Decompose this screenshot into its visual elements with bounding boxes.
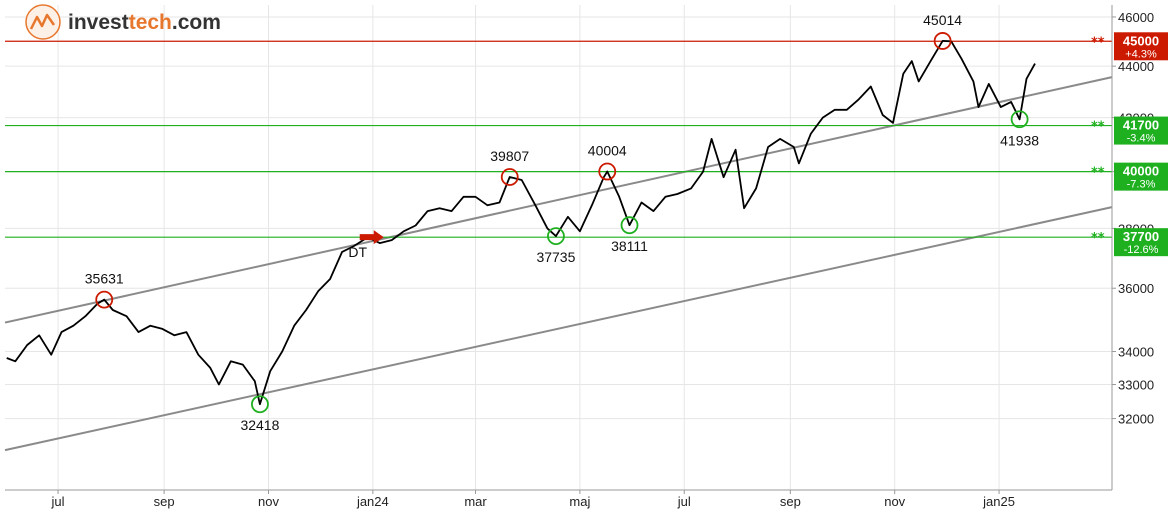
y-tick-label: 46000 bbox=[1118, 10, 1154, 25]
x-axis: jul sep nov jan24 mar maj jul sep nov jan25 bbox=[5, 489, 1112, 509]
extreme-label: 39807 bbox=[490, 148, 529, 164]
y-tick-label: 32000 bbox=[1118, 412, 1154, 427]
logo-text-tech: tech bbox=[129, 11, 172, 34]
x-tick-label: jan24 bbox=[356, 494, 389, 509]
level-lines bbox=[5, 40, 1112, 238]
extreme-label: 41938 bbox=[1000, 132, 1039, 148]
level-badge bbox=[1114, 162, 1168, 191]
top-marker bbox=[500, 168, 519, 186]
extreme-label: 40004 bbox=[588, 143, 627, 159]
level-badge bbox=[1114, 228, 1168, 257]
level-value: 41700 bbox=[1123, 118, 1159, 133]
level-star-marker: ** bbox=[1091, 166, 1105, 181]
logo-text-invest: invest bbox=[68, 11, 129, 34]
logo-chart-icon bbox=[25, 4, 61, 40]
top-marker bbox=[598, 162, 617, 181]
top-marker bbox=[933, 32, 952, 50]
level-star-marker: ** bbox=[1091, 120, 1105, 135]
x-tick-label: nov bbox=[884, 494, 905, 509]
x-tick-label: nov bbox=[258, 494, 279, 509]
extreme-label: 37735 bbox=[536, 249, 575, 265]
logo[interactable]: investtech.com bbox=[25, 4, 221, 40]
x-tick-label: sep bbox=[780, 494, 801, 509]
channel-line bbox=[4, 206, 1113, 452]
extreme-annotations: 35631 32418 39807 37735 40004 38111 45014 41938 bbox=[85, 12, 1040, 433]
x-tick-label: sep bbox=[154, 494, 175, 509]
level-percent: +4.3% bbox=[1125, 48, 1157, 60]
extreme-label: 35631 bbox=[85, 271, 124, 287]
x-tick-label: jul bbox=[677, 494, 691, 509]
x-tick-label: mar bbox=[464, 494, 487, 509]
extreme-label: 45014 bbox=[923, 12, 962, 28]
level-percent: -3.4% bbox=[1127, 133, 1156, 145]
level-value: 40000 bbox=[1123, 164, 1159, 179]
price-line bbox=[6, 40, 1036, 406]
channel-line bbox=[4, 76, 1113, 324]
level-badge bbox=[1114, 32, 1168, 61]
signal-label: DT bbox=[348, 244, 367, 260]
level-badge bbox=[1114, 116, 1168, 145]
extreme-label: 38111 bbox=[611, 238, 648, 254]
level-percent: -7.3% bbox=[1127, 179, 1156, 191]
bottom-marker bbox=[1010, 110, 1029, 129]
x-tick-label: maj bbox=[569, 494, 590, 509]
sell-signal-arrow bbox=[359, 230, 384, 245]
trend-channel bbox=[4, 76, 1113, 452]
logo-text-domain: .com bbox=[172, 11, 221, 34]
y-tick-label: 36000 bbox=[1118, 281, 1154, 296]
level-value: 37700 bbox=[1123, 229, 1159, 244]
extreme-label: 32418 bbox=[240, 417, 279, 433]
bottom-marker bbox=[547, 227, 565, 246]
price-series bbox=[6, 40, 1036, 406]
x-tick-label: jul bbox=[51, 494, 65, 509]
signal-markers: DT bbox=[348, 230, 384, 260]
level-star-marker: ** bbox=[1091, 35, 1105, 50]
y-tick-label: 44000 bbox=[1118, 59, 1154, 74]
svg-text:investtech.com: investtech.com bbox=[68, 11, 221, 34]
bottom-marker bbox=[251, 395, 269, 414]
y-tick-label: 34000 bbox=[1118, 344, 1154, 359]
level-percent: -12.6% bbox=[1124, 244, 1159, 256]
top-marker bbox=[95, 290, 114, 309]
level-star-marker: ** bbox=[1091, 231, 1105, 246]
x-tick-label: jan25 bbox=[982, 494, 1015, 509]
level-badges: ** 45000+4.3% ** 41700-3.4% ** 40000-7.3% ** 37… bbox=[1091, 32, 1168, 257]
y-tick-label: 33000 bbox=[1118, 378, 1154, 393]
level-value: 45000 bbox=[1123, 33, 1159, 48]
bottom-marker bbox=[620, 216, 639, 235]
